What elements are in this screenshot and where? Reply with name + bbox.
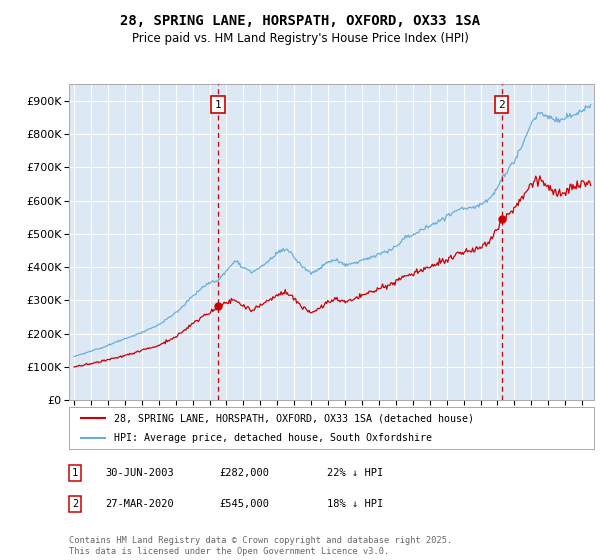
Text: 2: 2 bbox=[72, 499, 78, 509]
Text: 27-MAR-2020: 27-MAR-2020 bbox=[105, 499, 174, 509]
Text: £282,000: £282,000 bbox=[219, 468, 269, 478]
Text: 1: 1 bbox=[72, 468, 78, 478]
Text: 2: 2 bbox=[499, 100, 505, 110]
Text: 28, SPRING LANE, HORSPATH, OXFORD, OX33 1SA (detached house): 28, SPRING LANE, HORSPATH, OXFORD, OX33 … bbox=[113, 413, 473, 423]
Text: HPI: Average price, detached house, South Oxfordshire: HPI: Average price, detached house, Sout… bbox=[113, 433, 431, 443]
Text: 1: 1 bbox=[215, 100, 221, 110]
Text: 18% ↓ HPI: 18% ↓ HPI bbox=[327, 499, 383, 509]
Text: Contains HM Land Registry data © Crown copyright and database right 2025.
This d: Contains HM Land Registry data © Crown c… bbox=[69, 536, 452, 556]
Text: 30-JUN-2003: 30-JUN-2003 bbox=[105, 468, 174, 478]
Text: £545,000: £545,000 bbox=[219, 499, 269, 509]
Text: 22% ↓ HPI: 22% ↓ HPI bbox=[327, 468, 383, 478]
Text: Price paid vs. HM Land Registry's House Price Index (HPI): Price paid vs. HM Land Registry's House … bbox=[131, 32, 469, 45]
Text: 28, SPRING LANE, HORSPATH, OXFORD, OX33 1SA: 28, SPRING LANE, HORSPATH, OXFORD, OX33 … bbox=[120, 14, 480, 28]
